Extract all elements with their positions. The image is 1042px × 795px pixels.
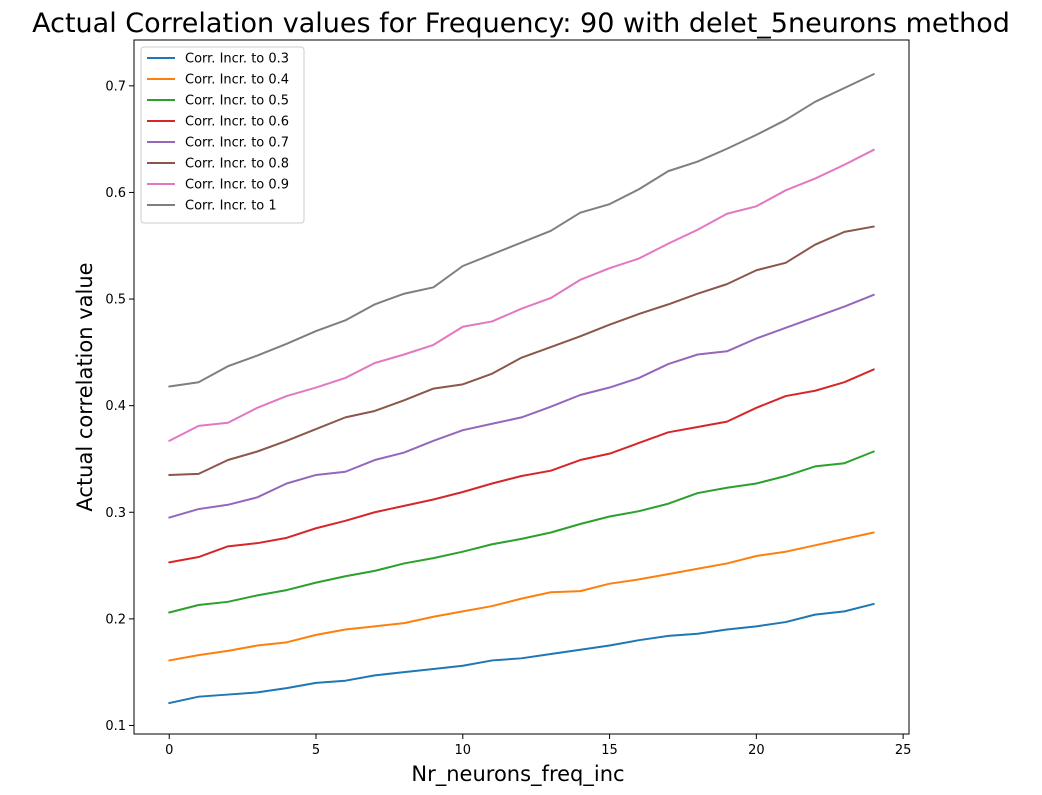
legend-label-7: Corr. Incr. to 0.9 — [185, 178, 289, 193]
axis-ticks: 0 5 10 15 20 25 0.1 0.2 0.3 0.4 0.5 0.6 0.7 — [105, 79, 911, 758]
y-tick-label: 0.2 — [105, 612, 126, 627]
chart-title: Actual Correlation values for Frequency:… — [32, 8, 1010, 39]
series-line-3 — [168, 450, 875, 614]
y-tick-label: 0.1 — [105, 719, 126, 734]
x-axis-label: Nr_neurons_freq_inc — [411, 762, 624, 787]
series-line-4 — [168, 368, 875, 564]
legend-label-8: Corr. Incr. to 1 — [185, 199, 277, 214]
plot-area — [168, 73, 875, 705]
legend-label-5: Corr. Incr. to 0.7 — [185, 136, 289, 151]
x-tick-label: 0 — [165, 743, 173, 758]
legend-box — [140, 46, 305, 224]
series-line-6 — [168, 225, 875, 476]
legend-label-2: Corr. Incr. to 0.4 — [185, 73, 289, 88]
x-tick-label: 5 — [312, 743, 320, 758]
series-line-8 — [168, 73, 875, 388]
y-axis-label: Actual correlation value — [73, 262, 97, 511]
x-tick-label: 25 — [895, 743, 912, 758]
legend-label-4: Corr. Incr. to 0.6 — [185, 115, 289, 130]
y-tick-label: 0.3 — [105, 506, 126, 521]
series-line-1 — [168, 602, 875, 705]
series-line-5 — [168, 293, 875, 519]
legend-label-6: Corr. Incr. to 0.8 — [185, 157, 289, 172]
legend: Corr. Incr. to 0.3 Corr. Incr. to 0.4 Corr… — [140, 46, 305, 224]
x-tick-label: 15 — [601, 743, 618, 758]
plot-frame — [133, 39, 910, 735]
x-tick-label: 10 — [455, 743, 472, 758]
x-tick-label: 20 — [748, 743, 765, 758]
y-tick-label: 0.7 — [105, 79, 126, 94]
series-line-2 — [168, 531, 875, 662]
y-tick-label: 0.6 — [105, 186, 126, 201]
legend-label-1: Corr. Incr. to 0.3 — [185, 52, 289, 67]
series-line-7 — [168, 148, 875, 442]
y-tick-label: 0.5 — [105, 293, 126, 308]
legend-label-3: Corr. Incr. to 0.5 — [185, 94, 289, 109]
y-tick-label: 0.4 — [105, 399, 126, 414]
